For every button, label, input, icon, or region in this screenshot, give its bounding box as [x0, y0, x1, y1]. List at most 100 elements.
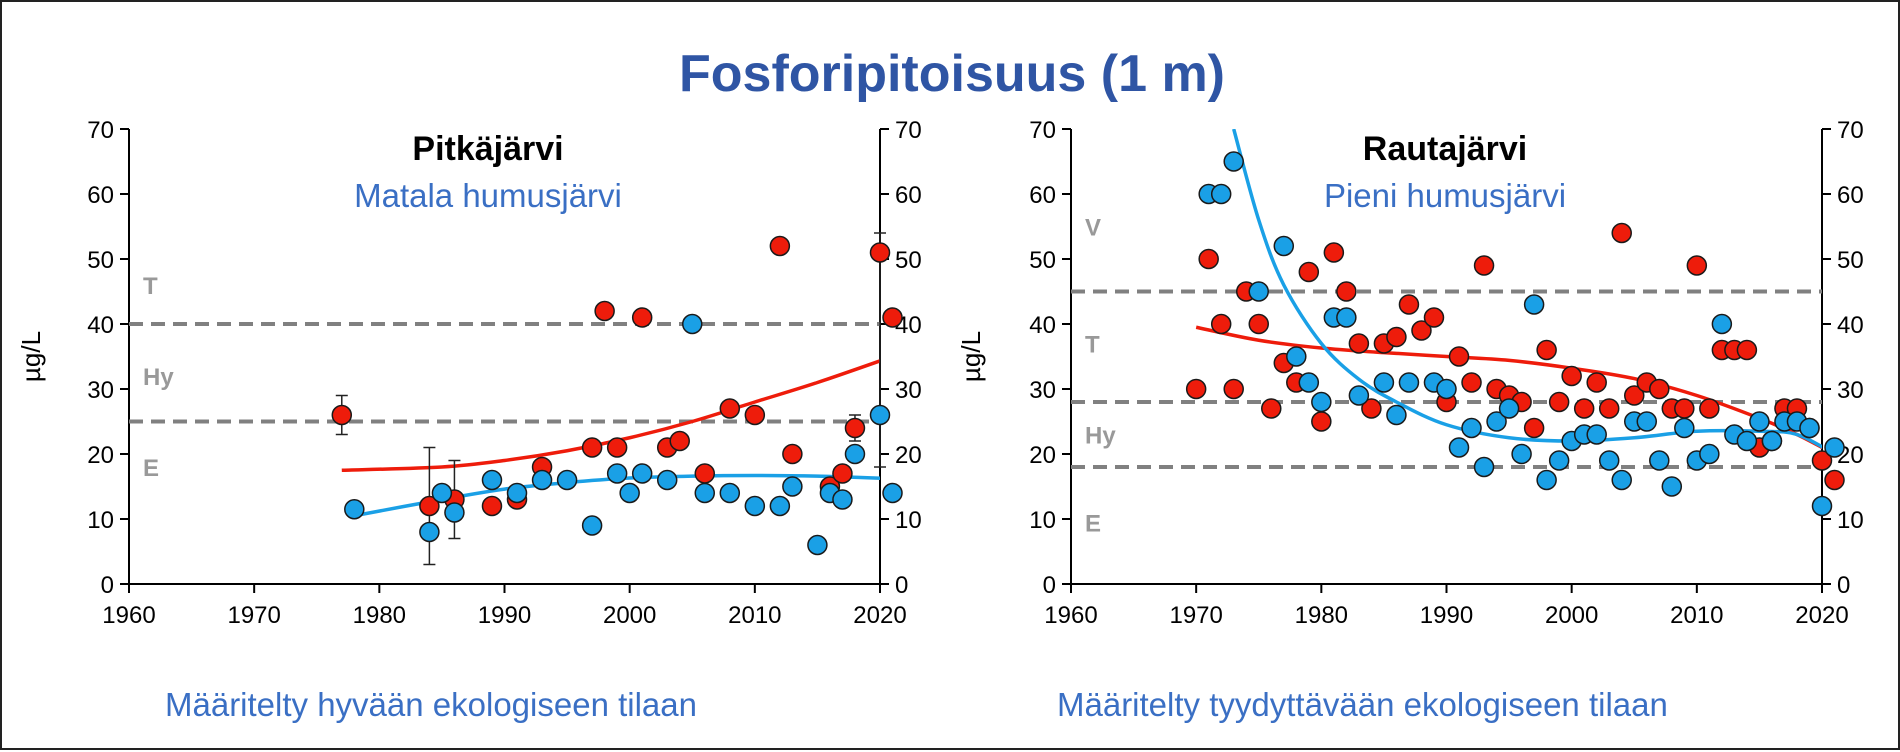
- data-point-red: [1185, 378, 1207, 400]
- data-point-blue: [1511, 443, 1532, 465]
- data-point-red: [1473, 255, 1495, 276]
- class-label: E: [143, 455, 159, 482]
- data-point-blue: [1398, 372, 1420, 393]
- data-point-blue: [1699, 443, 1720, 465]
- data-point-red: [1248, 313, 1269, 335]
- y-tick-label-left: 30: [87, 377, 114, 404]
- data-point-red: [1210, 313, 1232, 335]
- y-tick-label-left: 0: [1043, 572, 1056, 599]
- data-point-red: [1736, 339, 1758, 361]
- data-point-red: [1523, 417, 1545, 439]
- data-point-blue: [1473, 456, 1495, 478]
- data-point-blue: [1799, 417, 1820, 439]
- y-tick-label-left: 20: [1029, 442, 1056, 469]
- data-point-red: [1311, 411, 1332, 432]
- data-point-red: [1361, 398, 1382, 419]
- data-point-blue: [782, 476, 803, 497]
- data-point-blue: [419, 521, 440, 543]
- y-tick-label-right: 50: [1837, 247, 1864, 274]
- class-label: T: [143, 273, 158, 300]
- y-tick-label-right: 70: [1837, 117, 1864, 144]
- data-point-blue: [1761, 430, 1783, 452]
- data-point-blue: [1711, 313, 1733, 335]
- page-title: Fosforipitoisuus (1 m): [679, 45, 1225, 103]
- data-point-blue: [1461, 417, 1482, 439]
- data-point-blue: [1311, 391, 1332, 413]
- class-label: E: [1085, 510, 1101, 537]
- y-tick-label-left: 30: [1029, 377, 1056, 404]
- y-tick-label-left: 10: [1029, 507, 1056, 534]
- data-point-blue: [619, 482, 640, 504]
- data-point-red: [1448, 346, 1470, 367]
- data-point-red: [1536, 339, 1557, 361]
- data-point-red: [331, 404, 353, 426]
- y-tick-label-right: 10: [1837, 507, 1864, 534]
- data-point-red: [606, 437, 628, 458]
- data-point-blue: [1448, 437, 1470, 458]
- data-point-blue: [694, 482, 716, 504]
- data-point-blue: [1498, 398, 1520, 419]
- data-point-blue: [832, 489, 853, 510]
- data-point-red: [1461, 372, 1482, 393]
- data-point-red: [882, 307, 903, 328]
- x-tick-label: 2020: [1795, 602, 1848, 629]
- x-tick-label: 1980: [353, 602, 406, 629]
- y-tick-label-right: 0: [895, 572, 908, 599]
- data-point-red: [1561, 365, 1582, 387]
- data-point-red: [1674, 398, 1695, 419]
- y-tick-label-left: 50: [1029, 247, 1056, 274]
- y-tick-label-left: 70: [1029, 117, 1056, 144]
- class-label: T: [1085, 332, 1100, 359]
- chart-subtitle: Matala humusjärvi: [354, 177, 622, 214]
- class-label: Hy: [143, 364, 174, 391]
- data-point-blue: [1749, 411, 1770, 432]
- data-point-red: [1261, 398, 1282, 419]
- x-tick-label: 1980: [1295, 602, 1348, 629]
- data-point-red: [1824, 469, 1845, 491]
- x-tick-label: 1990: [1420, 602, 1473, 629]
- data-point-blue: [807, 534, 828, 556]
- y-tick-label-right: 60: [895, 182, 922, 209]
- data-point-blue: [1373, 372, 1395, 393]
- y-tick-label-left: 0: [101, 572, 114, 599]
- data-point-red: [481, 495, 503, 517]
- data-point-blue: [882, 482, 903, 504]
- data-point-blue: [431, 482, 453, 504]
- y-tick-label-right: 20: [895, 442, 922, 469]
- data-point-blue: [1386, 404, 1407, 426]
- data-point-red: [1348, 333, 1370, 354]
- y-tick-label-left: 40: [87, 312, 114, 339]
- y-tick-label-left: 40: [1029, 312, 1056, 339]
- data-point-blue: [1548, 450, 1570, 471]
- data-point-blue: [1223, 151, 1244, 172]
- data-point-blue: [506, 482, 528, 504]
- x-tick-label: 1970: [1169, 602, 1222, 629]
- data-point-blue: [1636, 411, 1658, 432]
- data-point-red: [1573, 398, 1595, 419]
- data-point-red: [631, 307, 653, 328]
- chart-subtitle: Pieni humusjärvi: [1324, 177, 1566, 214]
- x-tick-label: 2000: [1545, 602, 1598, 629]
- data-point-red: [1423, 307, 1445, 328]
- caption-rautajarvi: Määritelty tyydyttävään ekologiseen tila…: [1057, 686, 1668, 723]
- data-point-red: [832, 463, 853, 484]
- data-point-blue: [444, 502, 465, 523]
- trend-line-red: [341, 359, 880, 472]
- y-axis-label: µg/L: [956, 331, 986, 382]
- chart-title: Rautajärvi: [1363, 130, 1527, 168]
- data-point-red: [594, 300, 615, 322]
- data-point-blue: [1336, 307, 1357, 328]
- data-point-red: [1598, 398, 1620, 419]
- x-tick-label: 2010: [728, 602, 781, 629]
- data-point-blue: [1273, 235, 1295, 257]
- class-label: V: [1085, 215, 1101, 242]
- x-tick-label: 1960: [1044, 602, 1097, 629]
- y-tick-label-left: 70: [87, 117, 114, 144]
- data-point-red: [1323, 242, 1345, 263]
- data-point-blue: [844, 443, 866, 465]
- y-tick-label-right: 70: [895, 117, 922, 144]
- data-point-blue: [606, 463, 628, 484]
- data-point-blue: [1611, 469, 1632, 491]
